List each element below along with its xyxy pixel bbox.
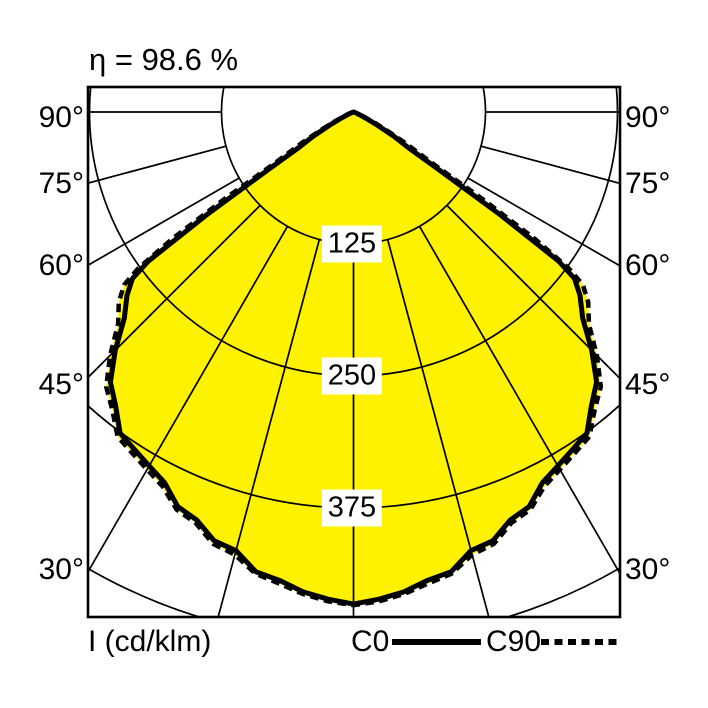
plot-frame: [86, 85, 622, 619]
ray--15: [217, 239, 321, 617]
ring-value-label-250: 250: [321, 357, 383, 395]
angle-label-right-60: 60°: [625, 249, 671, 283]
legend-c90-label: C90: [486, 625, 542, 658]
efficiency-title: η = 98.6 %: [89, 42, 239, 77]
ray-60: [467, 177, 620, 267]
c0-solid-line-swatch: [392, 639, 481, 645]
ray--75: [88, 145, 227, 184]
angle-label-left-60: 60°: [38, 249, 84, 283]
angle-label-left-45: 45°: [38, 367, 84, 401]
angle-label-right-90: 90°: [625, 101, 671, 134]
intensity-axis-label: I (cd/klm): [88, 625, 212, 658]
ring-value-label-125: 125: [321, 225, 383, 263]
polar-grid: [88, 87, 620, 617]
ring-value-label-375: 375: [321, 489, 383, 527]
c0-curve: [107, 109, 600, 607]
ray--60: [88, 177, 240, 267]
c90-dashed-line-swatch: [541, 639, 621, 645]
angle-label-left-30: 30°: [38, 552, 84, 586]
angle-label-left-75: 75°: [38, 167, 84, 201]
angle-label-left-90: 90°: [38, 101, 84, 134]
angle-label-right-30: 30°: [625, 552, 671, 586]
angle-label-right-75: 75°: [625, 167, 671, 201]
legend-c0-label: C0: [351, 625, 390, 658]
angle-label-right-45: 45°: [625, 367, 671, 401]
ray-75: [480, 145, 620, 185]
ray-30: [418, 225, 620, 575]
ray--30: [88, 225, 289, 573]
